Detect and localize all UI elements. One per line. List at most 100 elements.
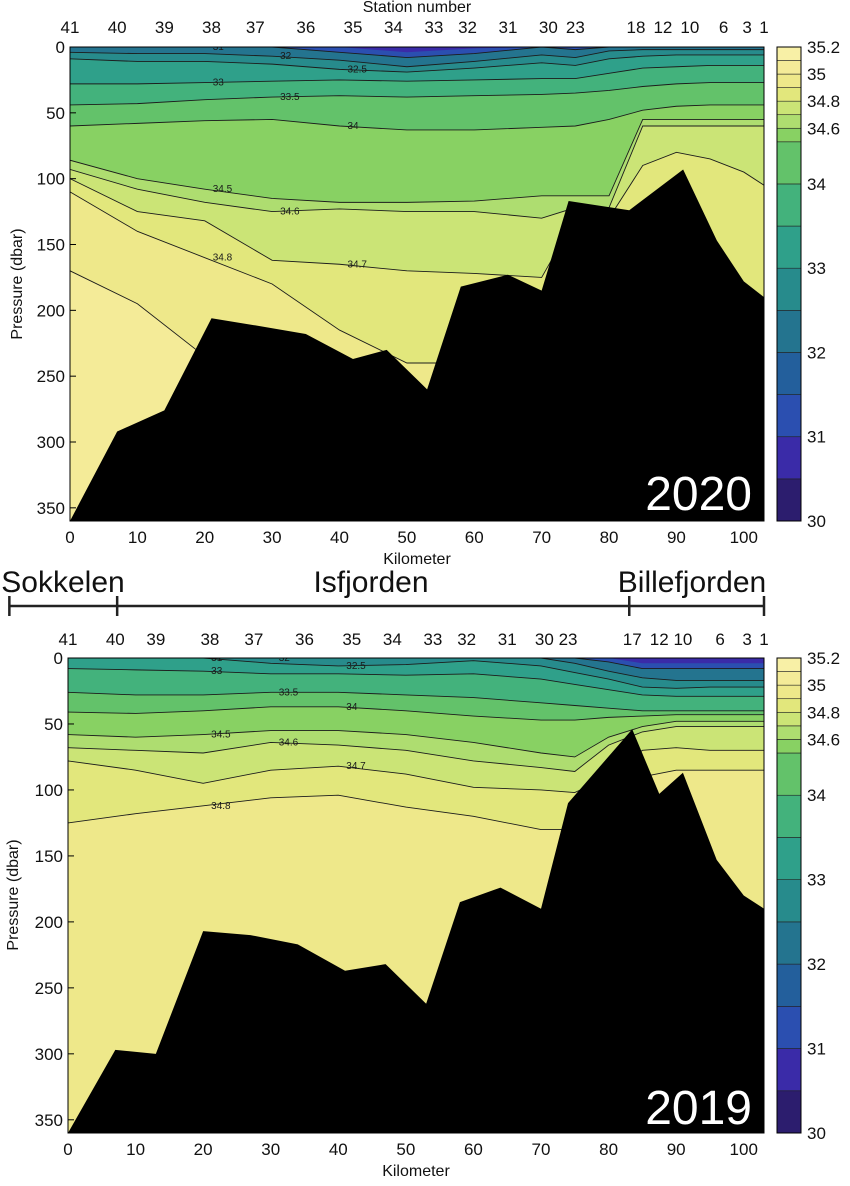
x-tick-label: 40	[329, 1140, 348, 1159]
colorbar-frame	[776, 46, 802, 522]
isohaline-lines	[68, 658, 764, 1133]
y-tick-label: 100	[35, 781, 63, 800]
contour-label: 32	[280, 51, 292, 62]
colorbar-tick-label: 33	[807, 871, 826, 890]
salinity-contour-plot: 31 32 32.5 33 33.5 34 34.5 34.6 34.7 34.8	[68, 653, 764, 1133]
station-label: 37	[246, 18, 265, 37]
salinity-band-surface	[70, 47, 764, 53]
station-label: 31	[499, 18, 518, 37]
colorbar-tick-label: 32	[807, 343, 826, 362]
station-label: 23	[566, 18, 585, 37]
isohaline-34.8	[68, 769, 764, 830]
station-label: 6	[719, 18, 728, 37]
x-tick-label: 90	[667, 1140, 686, 1159]
station-label: 40	[106, 630, 125, 649]
colorbar-segment	[776, 183, 802, 227]
x-tick-label: 70	[532, 1140, 551, 1159]
y-tick-label: 350	[35, 1111, 63, 1130]
x-tick-label: 40	[330, 528, 349, 547]
colorbar-segment	[776, 436, 802, 480]
colorbar-segment	[776, 657, 802, 672]
colorbar-segment	[776, 1006, 802, 1049]
isohaline-34	[68, 706, 764, 721]
station-label: 33	[424, 18, 443, 37]
isohaline-34.5	[70, 118, 764, 203]
region-label-sokkelen: Sokkelen	[1, 566, 124, 599]
x-axis-label: Kilometer	[383, 551, 451, 568]
station-label: 30	[539, 18, 558, 37]
x-tick-label: 20	[194, 1140, 213, 1159]
colorbar-tick-label: 35.2	[807, 649, 840, 668]
contour-label: 33	[211, 666, 223, 677]
station-label: 18	[627, 18, 646, 37]
seafloor-bathymetry	[68, 729, 764, 1133]
contour-label: 32.5	[346, 661, 366, 672]
colorbar-segment	[776, 1090, 802, 1134]
y-axis-label: Pressure (dbar)	[5, 839, 22, 950]
contour-label: 32.5	[348, 64, 368, 75]
isohaline-33	[70, 64, 764, 85]
x-tick-label: 50	[397, 528, 416, 547]
x-tick-label: 20	[195, 528, 214, 547]
plot-frame	[67, 657, 765, 1134]
station-label: 6	[715, 630, 724, 649]
station-label: 23	[559, 630, 578, 649]
y-axis-ticks: 0 50 100 150 200 250 300 350	[37, 38, 76, 518]
salinity-band-31	[70, 47, 764, 58]
contour-label: 31	[213, 42, 225, 53]
colorbar-segment	[776, 127, 802, 143]
station-label: 41	[61, 18, 80, 37]
colorbar-segment	[776, 752, 802, 796]
contour-label: 33.5	[279, 687, 299, 698]
y-tick-label: 250	[37, 367, 65, 386]
colorbar-segment	[776, 1048, 802, 1092]
contour-label: 34.6	[279, 737, 299, 748]
colorbar-segment	[776, 141, 802, 185]
station-label: 39	[146, 630, 165, 649]
colorbar-tick-label: 34.8	[807, 703, 840, 722]
isohaline-31	[68, 658, 764, 670]
colorbar-segment	[776, 225, 802, 269]
colorbar-tick-label: 30	[807, 1124, 826, 1143]
y-tick-label: 100	[37, 170, 65, 189]
isohaline-34.7	[68, 747, 764, 794]
colorbar-tick-label: 31	[807, 428, 826, 447]
panel-2019: 41 40 39 38 37 36 35 34 33 32 31 30 23 17 12 10 6 3 1 31 32…	[5, 630, 840, 1180]
colorbar-segment	[776, 114, 802, 129]
station-label: 41	[59, 630, 78, 649]
station-label: 40	[108, 18, 127, 37]
isohaline-33.5	[68, 691, 764, 712]
station-label: 10	[680, 18, 699, 37]
colorbar-segment	[776, 684, 802, 700]
isohaline-33	[68, 668, 764, 697]
station-label: 32	[457, 630, 476, 649]
year-label: 2020	[645, 468, 752, 521]
contour-label: 33.5	[280, 92, 300, 103]
contour-label: 34.6	[280, 207, 300, 218]
station-label: 34	[384, 18, 403, 37]
isohaline-32	[68, 658, 764, 681]
contour-labels: 31 32 32.5 33 33.5 34 34.5 34.6 34.7 34.8	[211, 653, 366, 812]
contour-label: 33	[213, 78, 225, 89]
station-label: 37	[244, 630, 263, 649]
region-legend: Sokkelen Isfjorden Billefjorden	[1, 566, 766, 616]
colorbar-segment	[776, 711, 802, 727]
contour-label: 34.5	[211, 730, 231, 741]
contour-label: 34.7	[348, 259, 368, 270]
station-label: 10	[673, 630, 692, 649]
isohaline-32	[70, 49, 764, 68]
contour-label: 34.8	[211, 801, 231, 812]
y-tick-label: 0	[54, 649, 63, 668]
station-label: 1	[759, 18, 768, 37]
x-tick-label: 50	[396, 1140, 415, 1159]
colorbar-tick-label: 31	[807, 1040, 826, 1059]
colorbar-segment	[776, 921, 802, 965]
isohaline-32.5	[68, 658, 764, 689]
station-label: 33	[423, 630, 442, 649]
contour-label: 34.7	[346, 761, 366, 772]
colorbar-tick-label: 34.8	[807, 92, 840, 111]
contour-label: 32	[279, 653, 291, 664]
station-label: 35	[342, 630, 361, 649]
x-tick-label: 60	[465, 528, 484, 547]
